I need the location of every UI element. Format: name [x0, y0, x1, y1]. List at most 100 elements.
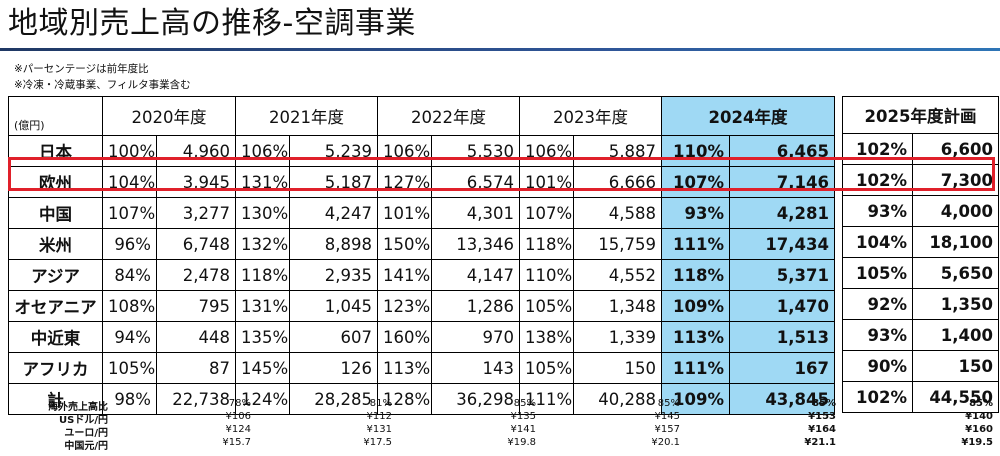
sales-cell: 87	[156, 352, 236, 384]
plan-growth-cell: 102%	[842, 164, 913, 196]
footer-row: ユーロ/円 ¥124 ¥131 ¥141 ¥157 ¥164 ¥160	[0, 424, 1000, 439]
sales-cell: 36,298	[431, 383, 520, 415]
growth-cell: 150%	[377, 228, 432, 260]
footer-value: ¥164	[808, 424, 836, 435]
growth-cell: 160%	[377, 321, 432, 353]
sales-cell: 150	[573, 352, 662, 384]
plan-sales-cell: 1,350	[912, 288, 999, 320]
sales-cell: 3,945	[156, 166, 236, 198]
plan-row: 102% 44,550	[842, 381, 999, 413]
footer-value: ¥20.1	[651, 437, 680, 448]
region-label: 米州	[8, 228, 103, 260]
growth-cell: 138%	[519, 321, 574, 353]
growth-cell: 123%	[377, 290, 432, 322]
title-underline	[0, 48, 1000, 51]
growth-cell: 101%	[377, 197, 432, 229]
year-header-2021: 2021年度	[235, 96, 378, 136]
plan-year-header: 2025年度計画	[842, 96, 999, 134]
note-scope: ※冷凍・冷蔵事業、フィルタ事業含む	[14, 79, 191, 91]
sales-cell: 43,845	[729, 383, 835, 415]
sales-cell: 5,887	[573, 135, 662, 167]
footer-value: ¥135	[510, 411, 536, 422]
sales-cell: 7,146	[729, 166, 835, 198]
footer-value: ¥124	[225, 424, 251, 435]
footer-value: 85%	[969, 398, 993, 409]
growth-cell: 127%	[377, 166, 432, 198]
sales-cell: 1,348	[573, 290, 662, 322]
plan-row: 104% 18,100	[842, 226, 999, 258]
region-label: 計	[8, 383, 103, 415]
footer-value: ¥21.1	[804, 437, 836, 448]
plan-sales-cell: 1,400	[912, 319, 999, 351]
table-row: 中国 107% 3,277 130% 4,247 101% 4,301 107% 4,588 93…	[8, 197, 835, 229]
growth-cell: 118%	[519, 228, 574, 260]
sales-cell: 6,574	[431, 166, 520, 198]
sales-cell: 143	[431, 352, 520, 384]
growth-cell: 113%	[377, 352, 432, 384]
year-header-2020: 2020年度	[102, 96, 236, 136]
footer-value: ¥153	[808, 411, 836, 422]
growth-cell: 98%	[102, 383, 157, 415]
growth-cell: 105%	[102, 352, 157, 384]
sales-cell: 448	[156, 321, 236, 353]
sales-cell: 5,371	[729, 259, 835, 291]
footer-value: ¥17.5	[363, 437, 392, 448]
plan-growth-cell: 102%	[842, 133, 913, 165]
plan-sales-cell: 44,550	[912, 381, 999, 413]
unit-label: (億円)	[8, 96, 103, 136]
sales-cell: 4,281	[729, 197, 835, 229]
growth-cell: 100%	[102, 135, 157, 167]
page-title: 地域別売上高の推移-空調事業	[8, 6, 416, 41]
plan-sales-cell: 5,650	[912, 257, 999, 289]
sales-cell: 1,286	[431, 290, 520, 322]
sales-cell: 1,470	[729, 290, 835, 322]
growth-cell: 132%	[235, 228, 290, 260]
plan-sales-cell: 6,600	[912, 133, 999, 165]
region-label: オセアニア	[8, 290, 103, 322]
plan-sales-cell: 150	[912, 350, 999, 382]
sales-cell: 17,434	[729, 228, 835, 260]
footer-label: USドル/円	[59, 415, 108, 426]
growth-cell: 93%	[661, 197, 730, 229]
table-row: 米州 96% 6,748 132% 8,898 150% 13,346 118% 15,759 1…	[8, 228, 835, 260]
footer-value: ¥145	[654, 411, 680, 422]
footer-label: 海外売上高比	[48, 402, 108, 413]
plan-row: 102% 7,300	[842, 164, 999, 196]
growth-cell: 101%	[519, 166, 574, 198]
footer-value: 85%	[657, 398, 680, 409]
region-label: アジア	[8, 259, 103, 291]
plan-table: 2025年度計画 102% 6,600 102% 7,300 93% 4,000 104% 1…	[842, 96, 999, 413]
plan-row: 102% 6,600	[842, 133, 999, 165]
region-label: 欧州	[8, 166, 103, 198]
growth-cell: 131%	[235, 290, 290, 322]
footer-value: 85%	[812, 398, 836, 409]
table-row: アジア 84% 2,478 118% 2,935 141% 4,147 110% 4,552 11…	[8, 259, 835, 291]
plan-row: 93% 1,400	[842, 319, 999, 351]
table-row: アフリカ 105% 87 145% 126 113% 143 105% 150 111% 167	[8, 352, 835, 384]
plan-growth-cell: 92%	[842, 288, 913, 320]
growth-cell: 130%	[235, 197, 290, 229]
sales-cell: 4,960	[156, 135, 236, 167]
plan-growth-cell: 90%	[842, 350, 913, 382]
sales-cell: 5,187	[289, 166, 378, 198]
growth-cell: 107%	[102, 197, 157, 229]
sales-cell: 1,513	[729, 321, 835, 353]
footer-row: 海外売上高比 78% 81% 85% 85% 85% 85%	[0, 398, 1000, 413]
sales-cell: 8,898	[289, 228, 378, 260]
growth-cell: 84%	[102, 259, 157, 291]
growth-cell: 108%	[102, 290, 157, 322]
sales-cell: 3,277	[156, 197, 236, 229]
growth-cell: 111%	[661, 228, 730, 260]
plan-row: 92% 1,350	[842, 288, 999, 320]
footer-value: ¥19.5	[961, 437, 993, 448]
footer-value: ¥106	[225, 411, 251, 422]
plan-growth-cell: 93%	[842, 195, 913, 227]
growth-cell: 106%	[519, 135, 574, 167]
footer-value: 85%	[513, 398, 536, 409]
plan-row: 90% 150	[842, 350, 999, 382]
plan-sales-cell: 4,000	[912, 195, 999, 227]
growth-cell: 104%	[102, 166, 157, 198]
growth-cell: 118%	[235, 259, 290, 291]
footer-row: 中国元/円 ¥15.7 ¥17.5 ¥19.8 ¥20.1 ¥21.1 ¥19.5	[0, 437, 1000, 452]
growth-cell: 145%	[235, 352, 290, 384]
